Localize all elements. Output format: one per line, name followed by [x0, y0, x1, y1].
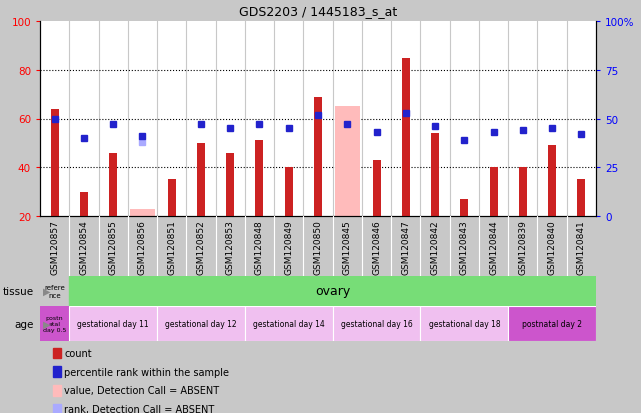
Bar — [335, 107, 360, 216]
Text: gestational day 18: gestational day 18 — [428, 319, 500, 328]
Bar — [168, 180, 176, 216]
Text: count: count — [64, 348, 92, 358]
Text: GSM120853: GSM120853 — [226, 219, 235, 274]
Bar — [69, 306, 157, 341]
Bar — [490, 168, 497, 216]
Text: GSM120850: GSM120850 — [313, 219, 322, 274]
Text: GSM120851: GSM120851 — [167, 219, 176, 274]
Bar — [285, 168, 293, 216]
Bar — [420, 306, 508, 341]
Text: gestational day 14: gestational day 14 — [253, 319, 324, 328]
Bar — [40, 306, 69, 341]
Bar — [51, 109, 59, 216]
Bar — [548, 146, 556, 216]
Text: GSM120856: GSM120856 — [138, 219, 147, 274]
Text: GSM120842: GSM120842 — [431, 219, 440, 274]
Text: GSM120841: GSM120841 — [577, 219, 586, 274]
Bar — [157, 306, 245, 341]
Text: GSM120848: GSM120848 — [255, 219, 264, 274]
Bar — [40, 276, 69, 306]
Text: GDS2203 / 1445183_s_at: GDS2203 / 1445183_s_at — [239, 5, 397, 18]
Bar — [578, 180, 585, 216]
Bar — [333, 306, 420, 341]
Bar — [226, 153, 234, 216]
Text: postnatal day 2: postnatal day 2 — [522, 319, 582, 328]
Text: GSM120844: GSM120844 — [489, 219, 498, 274]
Bar — [402, 58, 410, 216]
Text: ▶: ▶ — [43, 319, 51, 329]
Text: ▶: ▶ — [43, 286, 51, 296]
Bar — [197, 144, 205, 216]
Text: GSM120845: GSM120845 — [343, 219, 352, 274]
Bar — [508, 306, 596, 341]
Text: tissue: tissue — [3, 286, 33, 296]
Bar — [314, 97, 322, 216]
Text: GSM120857: GSM120857 — [50, 219, 59, 274]
Text: GSM120847: GSM120847 — [401, 219, 410, 274]
Text: percentile rank within the sample: percentile rank within the sample — [64, 367, 229, 377]
Bar — [80, 192, 88, 216]
Text: value, Detection Call = ABSENT: value, Detection Call = ABSENT — [64, 385, 219, 395]
Bar — [130, 209, 155, 216]
Text: age: age — [14, 319, 33, 329]
Text: GSM120846: GSM120846 — [372, 219, 381, 274]
Text: rank, Detection Call = ABSENT: rank, Detection Call = ABSENT — [64, 404, 215, 413]
Bar — [431, 134, 439, 216]
Text: GSM120843: GSM120843 — [460, 219, 469, 274]
Text: GSM120840: GSM120840 — [547, 219, 556, 274]
Text: postn
atal
day 0.5: postn atal day 0.5 — [43, 316, 66, 332]
Text: GSM120849: GSM120849 — [284, 219, 293, 274]
Text: GSM120839: GSM120839 — [519, 219, 528, 274]
Bar — [372, 161, 381, 216]
Bar — [109, 153, 117, 216]
Text: GSM120854: GSM120854 — [79, 219, 88, 274]
Bar — [256, 141, 263, 216]
Text: gestational day 16: gestational day 16 — [340, 319, 412, 328]
Bar — [460, 199, 469, 216]
Text: ovary: ovary — [315, 285, 350, 298]
Bar — [519, 168, 527, 216]
Text: gestational day 12: gestational day 12 — [165, 319, 237, 328]
Bar — [245, 306, 333, 341]
Text: refere
nce: refere nce — [44, 285, 65, 298]
Text: gestational day 11: gestational day 11 — [78, 319, 149, 328]
Text: GSM120852: GSM120852 — [196, 219, 206, 274]
Text: GSM120855: GSM120855 — [109, 219, 118, 274]
